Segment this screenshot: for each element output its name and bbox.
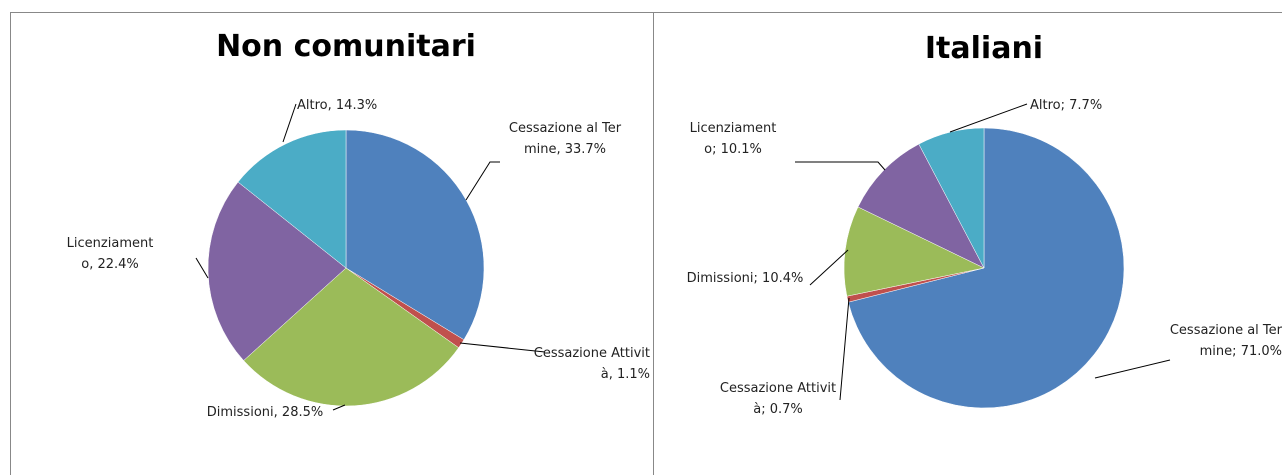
leader-line [1094,359,1171,379]
label-part: , [89,257,94,272]
label-part: 7.7% [1069,98,1103,113]
leader-line [195,257,209,279]
label-part: 28.5% [281,405,324,420]
label-part: Altro [1030,98,1061,113]
label-part: , [608,367,613,382]
leader-line [949,103,1028,133]
data-label: Cessazione al Termine; 71.0% [1160,320,1282,362]
label-part: 1.1% [616,367,650,382]
pie-slice [243,267,460,407]
label-part: 33.7% [564,142,607,157]
pie-slice [843,206,985,297]
pie-slice [847,127,1125,409]
label-part: Dimissioni [686,271,754,286]
leader-line [459,342,546,353]
label-part: Dimissioni [206,405,274,420]
label-part: ; [1060,98,1066,113]
label-part: ; [753,271,758,286]
data-label: Altro; 7.7% [1030,95,1170,116]
leader-line [465,161,500,201]
pie-slice [207,181,347,361]
leader-line [795,161,886,171]
label-part: Altro [297,98,328,113]
data-label: Cessazione Attività, 1.1% [530,343,650,385]
label-part: ; [712,142,717,157]
data-label: Licenziamento, 22.4% [62,233,158,275]
pie-slice [345,129,485,341]
chart-title: Italiani [925,31,1043,66]
frame [10,12,1282,475]
label-part: 71.0% [1240,344,1282,359]
label-part: Licenziamento [66,236,154,272]
label-part: 22.4% [97,257,139,272]
data-label: Licenziamento; 10.1% [688,118,778,160]
data-label: Dimissioni; 10.4% [685,268,805,289]
label-part: ; [761,402,766,417]
label-part: 14.3% [335,98,378,113]
data-label: Cessazione al Termine, 33.7% [505,118,625,160]
label-part: Cessazione Attività [719,381,837,417]
label-part: Cessazione al Termine [1169,323,1282,359]
label-part: 10.4% [762,271,804,286]
label-part: 10.1% [720,142,762,157]
label-part: , [273,405,278,420]
data-label: Altro, 14.3% [297,95,437,116]
leader-line [282,103,297,143]
label-part: Cessazione al Termine [508,121,622,157]
label-part: ; [1232,344,1237,359]
label-part: Cessazione Attività [533,346,650,382]
pie-slice [237,129,347,269]
pie-slice [857,143,985,269]
data-label: Cessazione Attività; 0.7% [718,378,838,420]
leader-line [839,297,850,401]
label-part: , [556,142,561,157]
chart-title: Non comunitari [216,29,476,64]
leader-line [332,404,346,411]
label-part: Licenziamento [689,121,777,157]
label-part: , [327,98,332,113]
data-label: Dimissioni, 28.5% [205,402,325,423]
leader-line [809,249,849,286]
label-part: 0.7% [769,402,803,417]
